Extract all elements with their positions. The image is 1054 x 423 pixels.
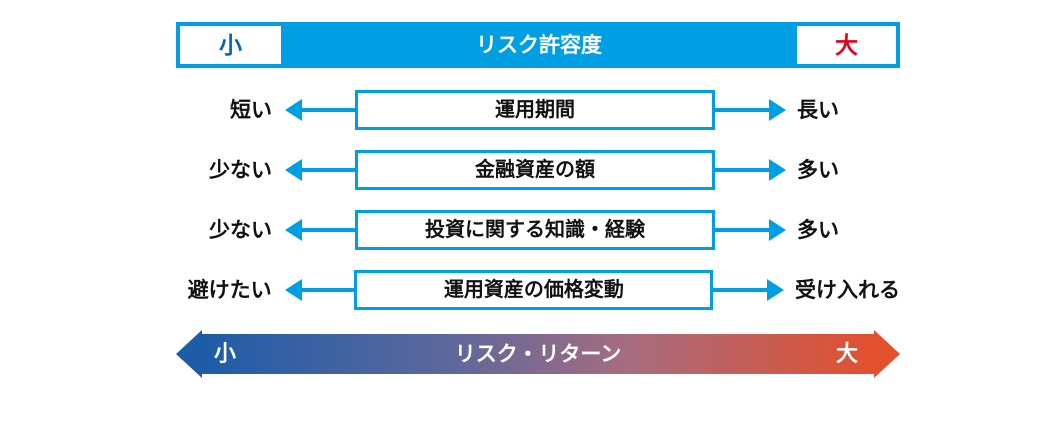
risk-tolerance-small-label: 小 — [219, 31, 242, 58]
factor-box: 運用資産の価格変動 — [354, 270, 714, 310]
row-right-label: 多い — [797, 218, 839, 242]
row-left-label: 少ない — [209, 158, 272, 182]
right-arrow-icon — [715, 159, 786, 181]
right-arrow-icon — [715, 219, 786, 241]
arrowhead-left-icon — [284, 279, 302, 301]
factor-row-investment-period: 短い 運用期間 長い — [176, 90, 900, 130]
row-right-label: 長い — [797, 98, 839, 122]
arrowhead-left-icon — [285, 99, 302, 121]
arrow-line — [713, 288, 767, 292]
gradient-arrowhead-left-icon — [176, 330, 202, 378]
arrow-line — [715, 108, 769, 112]
risk-tolerance-title: リスク許容度 — [476, 33, 602, 57]
arrowhead-right-icon — [767, 279, 784, 301]
risk-tolerance-large-label: 大 — [835, 31, 858, 58]
factor-row-financial-assets: 少ない 金融資産の額 多い — [176, 150, 900, 190]
row-left-label: 短い — [230, 98, 272, 122]
arrowhead-right-icon — [769, 219, 786, 241]
right-arrow-icon — [715, 99, 786, 121]
arrow-line — [715, 168, 769, 172]
left-arrow-icon — [272, 279, 355, 301]
arrow-line — [715, 228, 769, 232]
risk-return-gradient-arrow: 小 リスク・リターン 大 — [176, 330, 900, 378]
risk-return-title: リスク・リターン — [454, 342, 622, 366]
risk-tolerance-small-box: 小 — [180, 26, 281, 64]
arrowhead-right-icon — [769, 159, 786, 181]
left-arrow-icon — [272, 99, 355, 121]
risk-return-small-label: 小 — [214, 341, 237, 366]
arrowhead-left-icon — [285, 159, 302, 181]
arrow-line — [302, 168, 355, 172]
row-right-label: 受け入れる — [795, 278, 900, 302]
row-left-label: 避けたい — [187, 278, 272, 302]
left-arrow-icon — [272, 219, 355, 241]
risk-tolerance-header-bar: 小 リスク許容度 大 — [176, 22, 900, 68]
risk-tolerance-large-box: 大 — [797, 26, 896, 64]
arrowhead-left-icon — [285, 219, 302, 241]
arrowhead-right-icon — [769, 99, 786, 121]
diagram-content: 小 リスク許容度 大 短い 運用期間 長い 少ない — [176, 0, 900, 423]
factor-box: 運用期間 — [355, 90, 715, 130]
risk-return-large-label: 大 — [835, 341, 858, 366]
gradient-arrowhead-right-icon — [874, 330, 900, 378]
row-right-label: 多い — [797, 158, 839, 182]
arrow-line — [302, 228, 355, 232]
right-arrow-icon — [713, 279, 784, 301]
row-left-label: 少ない — [209, 218, 272, 242]
factor-row-price-fluctuation: 避けたい 運用資産の価格変動 受け入れる — [176, 270, 900, 310]
factor-row-knowledge-experience: 少ない 投資に関する知識・経験 多い — [176, 210, 900, 250]
factor-box: 金融資産の額 — [355, 150, 715, 190]
factor-box: 投資に関する知識・経験 — [355, 210, 715, 250]
risk-return-bar: 小 リスク・リターン 大 — [202, 334, 874, 374]
arrow-line — [302, 108, 355, 112]
arrow-line — [301, 288, 355, 292]
left-arrow-icon — [272, 159, 355, 181]
